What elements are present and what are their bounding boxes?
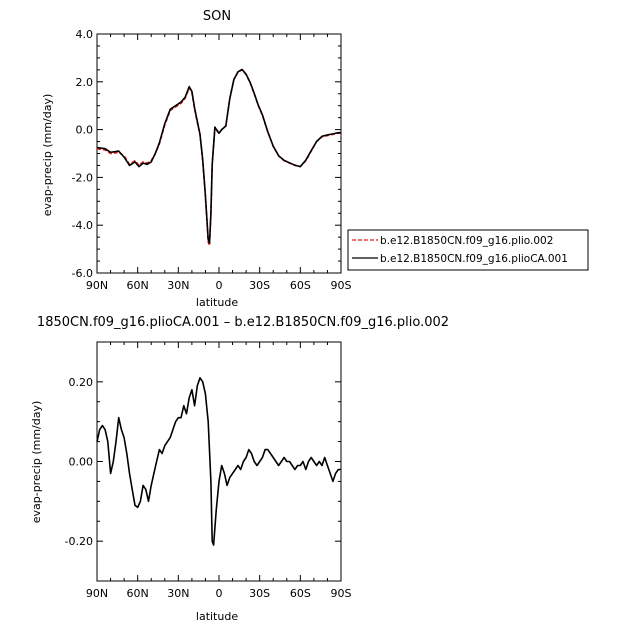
bottom-x-axis: 90N 60N 30N 0 30S 60S 90S [86, 342, 352, 600]
bottom-x-tick-label: 0 [216, 587, 223, 600]
bottom-x-axis-label: latitude [196, 610, 238, 623]
bottom-series-group [96, 376, 341, 546]
top-x-tick-label: 30S [249, 279, 270, 292]
top-y-tick-label: -6.0 [72, 267, 93, 280]
top-y-tick-label: -4.0 [72, 219, 93, 232]
top-y-axis: -6.0 -4.0 -2.0 0.0 2.0 4.0 [72, 28, 341, 280]
bottom-x-tick-label: 90N [86, 587, 108, 600]
top-chart: SON -6.0 -4.0 -2.0 0.0 2.0 4.0 90N 60N 30N 0 30S 6… [41, 9, 352, 309]
bottom-y-axis: -0.20 0.00 0.20 [65, 376, 341, 548]
top-x-axis-label: latitude [196, 296, 238, 309]
bottom-y-tick-label: 0.00 [69, 456, 94, 469]
bottom-x-tick-label: 60N [127, 587, 149, 600]
bottom-x-tick-label: 90S [331, 587, 352, 600]
top-plot-frame [96, 33, 342, 274]
legend: b.e12.B1850CN.f09_g16.plio.002 b.e12.B18… [347, 229, 589, 271]
bottom-x-tick-label: 30N [167, 587, 189, 600]
top-series-line-2 [96, 68, 341, 244]
top-x-tick-label: 90N [86, 279, 108, 292]
bottom-x-tick-label: 30S [249, 587, 270, 600]
bottom-x-tick-label: 60S [290, 587, 311, 600]
top-series-group [96, 68, 341, 247]
top-y-tick-label: -2.0 [72, 171, 93, 184]
legend-label-plio: b.e12.B1850CN.f09_g16.plio.002 [380, 235, 553, 247]
top-y-tick-label: 4.0 [76, 28, 94, 41]
top-x-axis: 90N 60N 30N 0 30S 60S 90S [86, 34, 352, 292]
top-chart-title: SON [203, 9, 231, 24]
top-y-tick-label: 0.0 [76, 124, 94, 137]
bottom-plot-frame [96, 341, 342, 582]
top-y-axis-label: evap-precip (mm/day) [41, 94, 54, 217]
bottom-chart: 1850CN.f09_g16.plioCA.001 – b.e12.B1850C… [30, 315, 449, 623]
bottom-series-line-1 [96, 376, 341, 546]
legend-box [347, 229, 589, 271]
bottom-y-tick-label: -0.20 [65, 535, 93, 548]
top-x-tick-label: 90S [331, 279, 352, 292]
legend-label-plioca: b.e12.B1850CN.f09_g16.plioCA.001 [380, 253, 568, 265]
bottom-chart-title: 1850CN.f09_g16.plioCA.001 – b.e12.B1850C… [37, 315, 449, 330]
top-series-line-1 [96, 69, 341, 247]
top-x-tick-label: 60S [290, 279, 311, 292]
top-x-tick-label: 30N [167, 279, 189, 292]
top-x-tick-label: 60N [127, 279, 149, 292]
top-y-tick-label: 2.0 [76, 76, 94, 89]
bottom-y-tick-label: 0.20 [69, 376, 94, 389]
top-x-tick-label: 0 [216, 279, 223, 292]
bottom-y-axis-label: evap-precip (mm/day) [30, 401, 43, 524]
